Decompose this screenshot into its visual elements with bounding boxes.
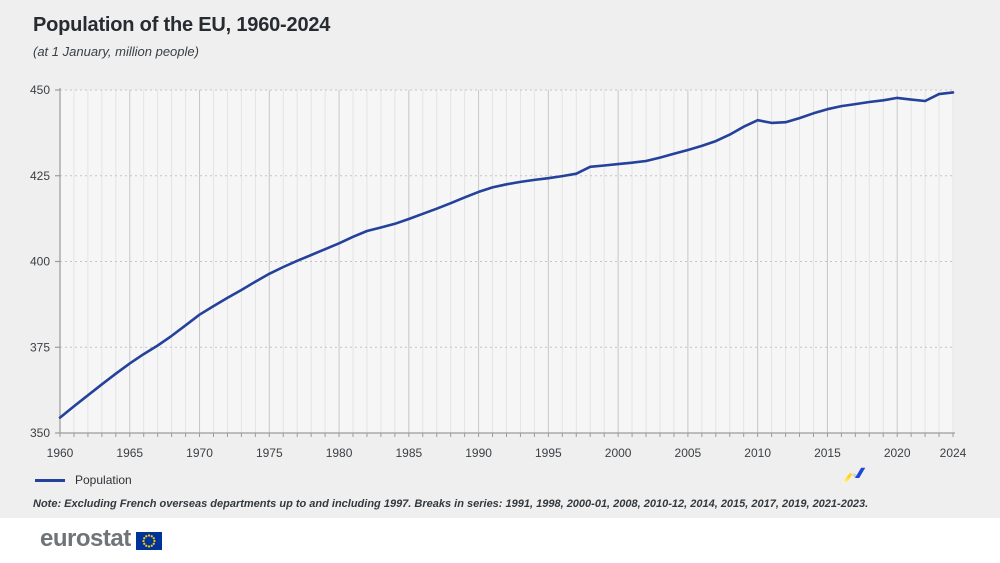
zigzag-yellow-segment	[841, 472, 855, 483]
x-axis-tick-label: 2020	[884, 446, 911, 460]
flag-star	[142, 539, 145, 542]
x-axis-tick-label: 2024	[940, 446, 967, 460]
y-axis-tick-label: 350	[30, 426, 50, 440]
flag-star	[150, 534, 153, 537]
flag-star	[147, 533, 150, 537]
chart-legend: Population	[35, 473, 132, 487]
x-axis-tick-label: 1960	[47, 446, 74, 460]
x-axis-tick-label: 2005	[675, 446, 702, 460]
flag-star	[153, 539, 156, 542]
flag-star	[142, 542, 146, 545]
chart-title: Population of the EU, 1960-2024	[33, 14, 331, 36]
x-axis-tick-label: 2015	[814, 446, 841, 460]
chart-footnote: Note: Excluding French overseas departme…	[33, 498, 869, 510]
x-axis-tick-label: 2010	[744, 446, 771, 460]
flag-star	[152, 536, 155, 539]
legend-label: Population	[75, 473, 132, 487]
x-axis-tick-label: 2000	[605, 446, 632, 460]
zigzag-blue-segment	[855, 467, 866, 478]
flag-star	[144, 544, 148, 547]
x-axis-tick-label: 1980	[326, 446, 353, 460]
eurostat-logo-text: eurostat	[40, 525, 131, 552]
x-axis-tick-label: 1970	[186, 446, 213, 460]
flag-star	[152, 542, 155, 545]
y-axis-tick-label: 400	[30, 255, 50, 269]
population-line	[58, 91, 955, 419]
flag-star	[142, 536, 146, 539]
x-axis-tick-label: 1995	[535, 446, 562, 460]
eu-flag-icon	[135, 531, 162, 550]
x-axis-tick-label: 1975	[256, 446, 283, 460]
flag-star	[150, 544, 153, 547]
chart-subtitle: (at 1 January, million people)	[33, 44, 199, 59]
y-axis-tick-label: 450	[30, 83, 50, 97]
x-axis-tick-label: 1990	[465, 446, 492, 460]
x-axis-tick-label: 1985	[395, 446, 422, 460]
legend-line-swatch-icon	[35, 478, 65, 482]
x-axis-tick-label: 1965	[116, 446, 143, 460]
footer-band	[0, 518, 1000, 563]
flag-star	[144, 534, 148, 537]
y-axis-tick-label: 425	[30, 169, 50, 183]
y-axis-tick-label: 375	[30, 340, 50, 354]
trend-zigzag-graphic	[841, 467, 866, 483]
flag-star	[147, 544, 150, 548]
eurostat-logo: eurostat	[40, 527, 162, 551]
